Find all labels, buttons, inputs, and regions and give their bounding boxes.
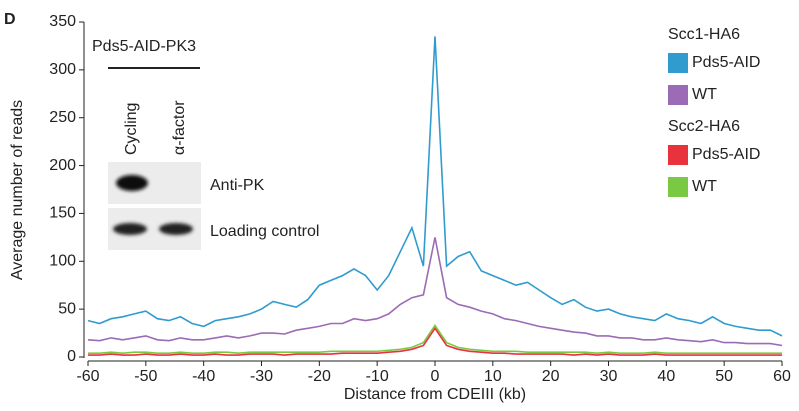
legend-label: WT (692, 178, 717, 195)
x-tick-label: -40 (192, 368, 215, 385)
x-tick-label: -50 (134, 368, 157, 385)
row-label: Loading control (210, 223, 319, 240)
y-tick-label: 50 (58, 300, 76, 317)
legend-swatch (668, 145, 688, 165)
legend-group-title: Scc2-HA6 (668, 118, 740, 135)
series-line (88, 323, 782, 355)
x-tick-label: -20 (308, 368, 331, 385)
inset-title: Pds5-AID-PK3 (92, 38, 196, 55)
legend-label: Pds5-AID (692, 54, 760, 71)
x-tick-label: 40 (657, 368, 675, 385)
x-axis-label: Distance from CDEIII (kb) (344, 386, 526, 403)
lane-label: α-factor (171, 100, 188, 155)
lane-label: Cycling (123, 103, 140, 155)
legend-swatch (668, 177, 688, 197)
band (113, 223, 147, 235)
band (159, 223, 193, 235)
panel-label: D (4, 11, 16, 28)
legend-group-title: Scc1-HA6 (668, 26, 740, 43)
legend-swatch (668, 53, 688, 73)
x-tick-label: 60 (773, 368, 791, 385)
x-tick-label: 50 (715, 368, 733, 385)
y-tick-label: 300 (49, 61, 76, 78)
y-tick-label: 100 (49, 253, 76, 270)
x-tick-label: -60 (76, 368, 99, 385)
y-tick-label: 0 (67, 348, 76, 365)
series-line (88, 326, 782, 356)
x-tick-label: -30 (250, 368, 273, 385)
inset: Pds5-AID-PK3 Cycling α-factor Anti-PK Lo… (92, 38, 319, 250)
legend-label: Pds5-AID (692, 146, 760, 163)
y-axis-label: Average number of reads (9, 100, 26, 280)
x-tick-label: 0 (431, 368, 440, 385)
y-tick-label: 250 (49, 109, 76, 126)
x-tick-label: 20 (542, 368, 560, 385)
row-label: Anti-PK (210, 177, 265, 194)
x-tick-label: 10 (484, 368, 502, 385)
series-line (87, 36, 783, 337)
band (116, 175, 148, 191)
y-tick-label: 150 (49, 205, 76, 222)
y-tick-label: 350 (49, 13, 76, 30)
x-tick-label: 30 (600, 368, 618, 385)
legend-label: WT (692, 86, 717, 103)
legend-swatch (668, 85, 688, 105)
y-tick-label: 200 (49, 157, 76, 174)
series-line (87, 237, 783, 347)
x-tick-label: -10 (366, 368, 389, 385)
